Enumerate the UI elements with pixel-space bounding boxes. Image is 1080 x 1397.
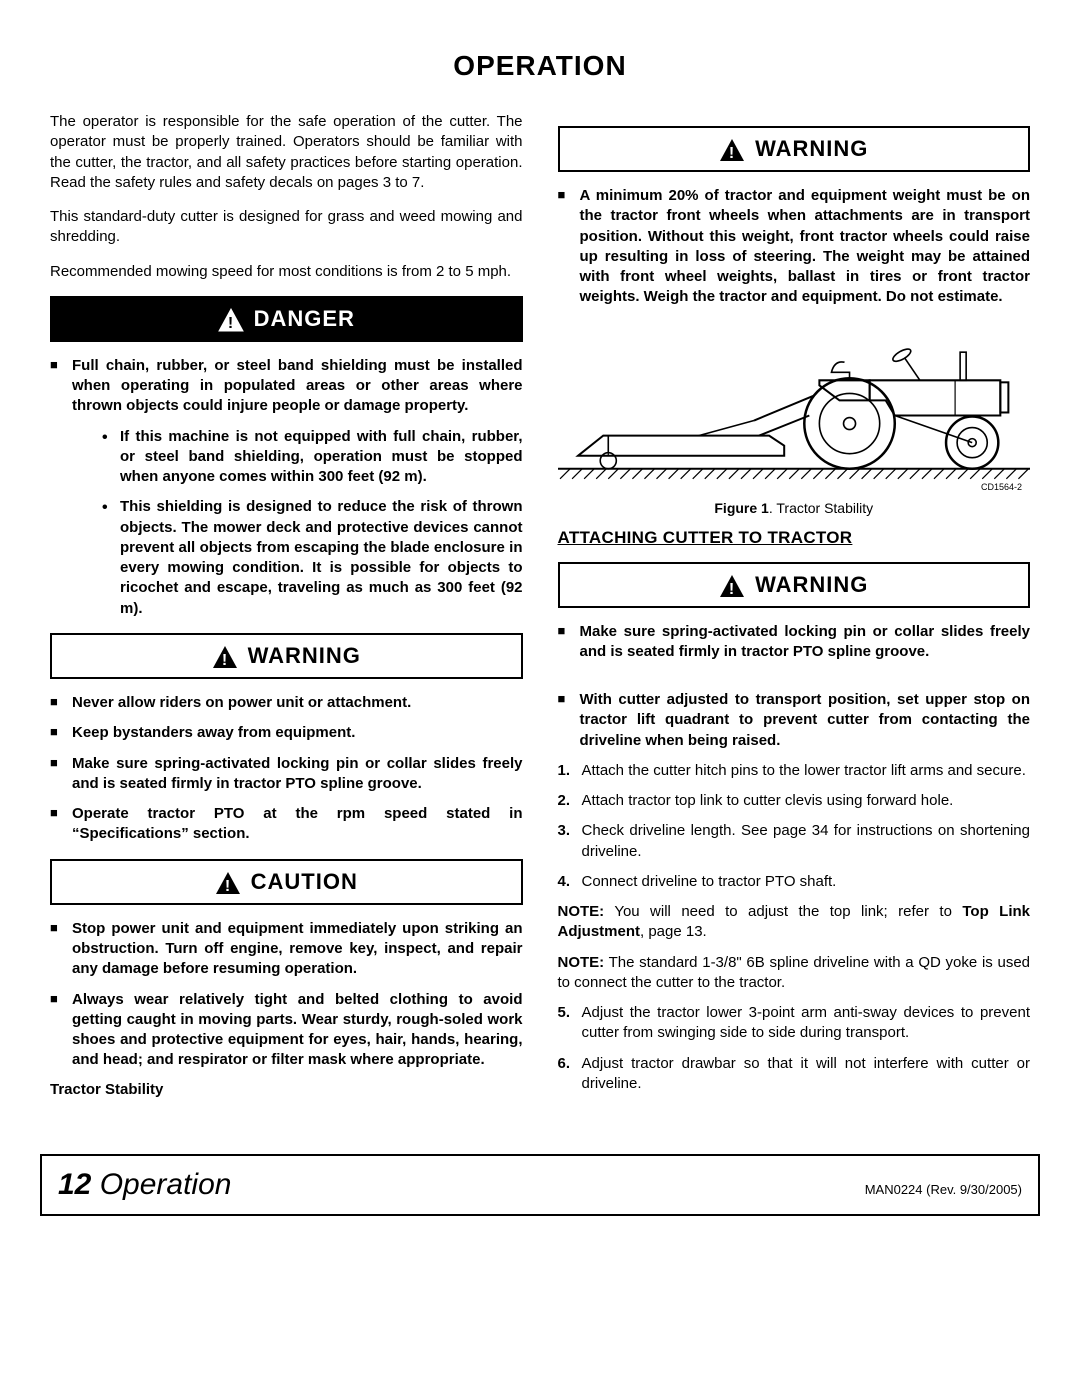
note2-bold: NOTE: xyxy=(558,954,605,971)
footer-left: 12 Operation xyxy=(58,1168,231,1202)
page-footer: 12 Operation MAN0224 (Rev. 9/30/2005) xyxy=(40,1154,1040,1216)
figure-label-rest: . Tractor Stability xyxy=(769,500,873,516)
danger-item: Full chain, rubber, or steel band shield… xyxy=(50,356,523,619)
left-column: The operator is responsible for the safe… xyxy=(50,112,523,1104)
right-column: ! WARNING A minimum 20% of tractor and e… xyxy=(558,112,1031,1104)
warning-triangle-icon: ! xyxy=(218,308,244,332)
figure-caption: Figure 1. Tractor Stability xyxy=(558,500,1031,516)
step-5: Adjust the tractor lower 3-point arm ant… xyxy=(558,1003,1031,1044)
warning-triangle-icon: ! xyxy=(719,138,745,162)
warning-triangle-icon: ! xyxy=(212,645,238,669)
warning-box-3: ! WARNING xyxy=(558,562,1031,608)
danger-box: ! DANGER xyxy=(50,296,523,342)
note1-text: You will need to adjust the top link; re… xyxy=(604,903,962,920)
figure-code: CD1564-2 xyxy=(558,482,1031,492)
figure-label-bold: Figure 1 xyxy=(714,500,768,516)
step-4: Connect driveline to tractor PTO shaft. xyxy=(558,872,1031,892)
step-2: Attach tractor top link to cutter clevis… xyxy=(558,791,1031,811)
warning3-i1: Make sure spring-activated locking pin o… xyxy=(558,622,1031,663)
caution-box: ! CAUTION xyxy=(50,859,523,905)
step-6: Adjust tractor drawbar so that it will n… xyxy=(558,1054,1031,1095)
danger-sub2: This shielding is designed to reduce the… xyxy=(102,497,523,619)
intro-p1: The operator is responsible for the safe… xyxy=(50,112,523,193)
warning2-i1: A minimum 20% of tractor and equipment w… xyxy=(558,186,1031,308)
page-title: OPERATION xyxy=(50,50,1030,82)
warning1-i1: Never allow riders on power unit or atta… xyxy=(50,693,523,713)
footer-section: Operation xyxy=(91,1168,231,1201)
caution-label: CAUTION xyxy=(251,869,358,894)
tractor-figure: CD1564-2 xyxy=(558,320,1031,492)
svg-text:!: ! xyxy=(224,878,230,895)
page-number: 12 xyxy=(58,1168,91,1201)
intro-p3: Recommended mowing speed for most condit… xyxy=(50,262,523,282)
note2-text: The standard 1-3/8" 6B spline driveline … xyxy=(558,954,1031,991)
warning-label: WARNING xyxy=(755,136,868,161)
note1-bold: NOTE: xyxy=(558,903,605,920)
footer-doc-id: MAN0224 (Rev. 9/30/2005) xyxy=(865,1182,1022,1197)
step-3: Check driveline length. See page 34 for … xyxy=(558,821,1031,862)
note1-text2: , page 13. xyxy=(640,923,707,940)
svg-text:!: ! xyxy=(221,652,227,669)
warning-label: WARNING xyxy=(248,643,361,668)
danger-label: DANGER xyxy=(254,306,355,331)
warning-triangle-icon: ! xyxy=(215,871,241,895)
note-1: NOTE: You will need to adjust the top li… xyxy=(558,902,1031,943)
warning1-i3: Make sure spring-activated locking pin o… xyxy=(50,754,523,795)
svg-text:!: ! xyxy=(729,581,735,598)
svg-text:!: ! xyxy=(729,145,735,162)
caution-i1: Stop power unit and equipment immediatel… xyxy=(50,919,523,980)
tractor-stability-heading: Tractor Stability xyxy=(50,1081,523,1098)
note-2: NOTE: The standard 1-3/8" 6B spline driv… xyxy=(558,953,1031,994)
warning-triangle-icon: ! xyxy=(719,574,745,598)
warning-label: WARNING xyxy=(755,572,868,597)
warning1-i2: Keep bystanders away from equipment. xyxy=(50,723,523,743)
warning-box-2: ! WARNING xyxy=(558,126,1031,172)
attach-lead: With cutter adjusted to transport positi… xyxy=(558,690,1031,751)
svg-text:!: ! xyxy=(227,315,233,332)
intro-p2: This standard-duty cutter is designed fo… xyxy=(50,207,523,248)
step-1: Attach the cutter hitch pins to the lowe… xyxy=(558,761,1031,781)
danger-sub1: If this machine is not equipped with ful… xyxy=(102,427,523,488)
attach-heading: ATTACHING CUTTER TO TRACTOR xyxy=(558,528,1031,548)
warning1-i4: Operate tractor PTO at the rpm speed sta… xyxy=(50,804,523,845)
warning-box-1: ! WARNING xyxy=(50,633,523,679)
caution-i2: Always wear relatively tight and belted … xyxy=(50,990,523,1071)
danger-lead-text: Full chain, rubber, or steel band shield… xyxy=(72,357,523,415)
